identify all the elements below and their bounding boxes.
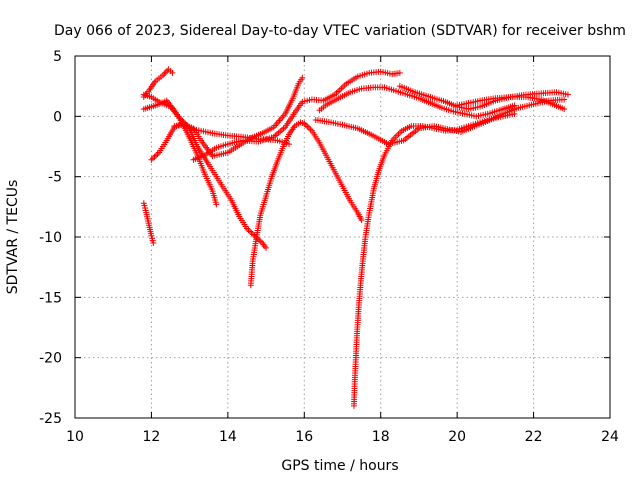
x-tick-label: 24 <box>601 429 619 445</box>
axis-ticks: 10 12 14 16 18 20 22 24 5 0 -5 -10 -15 -20 -25 <box>39 49 619 445</box>
data-point-marker <box>511 102 518 109</box>
series-track-d <box>140 91 270 251</box>
data-point-marker <box>263 244 270 251</box>
data-point-marker <box>148 156 155 163</box>
x-tick-label: 14 <box>219 429 237 445</box>
y-tick-label: -5 <box>48 170 62 186</box>
data-point-marker <box>561 96 568 103</box>
data-point-marker <box>153 152 160 159</box>
x-tick-label: 22 <box>525 429 543 445</box>
data-point-marker <box>154 150 161 157</box>
plot-frame <box>74 55 611 419</box>
y-tick-label: -10 <box>39 230 62 246</box>
data-point-marker <box>169 69 176 76</box>
data-point-marker <box>511 110 518 117</box>
data-point-marker <box>247 228 254 235</box>
y-tick-label: 0 <box>53 109 62 125</box>
data-point-marker <box>149 155 156 162</box>
y-tick-label: -20 <box>39 351 62 367</box>
series-track-n <box>454 94 568 113</box>
y-axis-label: SDTVAR / TECUs <box>5 180 21 295</box>
series-track-a <box>140 200 157 247</box>
data-point-marker <box>161 70 168 77</box>
data-point-marker <box>213 201 220 208</box>
data-point-marker <box>256 237 263 244</box>
x-tick-label: 18 <box>372 429 390 445</box>
data-point-marker <box>307 126 314 133</box>
x-tick-label: 20 <box>448 429 466 445</box>
series-track-k <box>312 96 568 148</box>
series-track-g <box>190 68 403 163</box>
data-point-marker <box>151 153 158 160</box>
series-track-h <box>247 119 308 289</box>
series-track-j <box>316 84 518 120</box>
data-point-marker <box>564 91 571 98</box>
series-track-e <box>148 120 292 163</box>
data-point-marker <box>162 69 169 76</box>
data-marks <box>140 66 571 409</box>
chart-title: Day 066 of 2023, Sidereal Day-to-day VTE… <box>54 23 626 39</box>
y-tick-label: -25 <box>39 411 62 427</box>
data-point-marker <box>299 74 306 81</box>
x-tick-label: 10 <box>66 429 84 445</box>
data-point-marker <box>305 124 312 131</box>
y-tick-label: -15 <box>39 290 62 306</box>
data-point-marker <box>304 123 311 130</box>
x-axis-label: GPS time / hours <box>281 458 398 474</box>
data-point-marker <box>248 229 255 236</box>
series-track-l <box>350 110 518 409</box>
grid-lines <box>75 56 610 418</box>
x-tick-label: 16 <box>295 429 313 445</box>
data-point-marker <box>245 227 252 234</box>
data-point-marker <box>561 106 568 113</box>
data-point-marker <box>358 217 365 224</box>
series-track-i <box>301 120 365 224</box>
data-point-marker <box>396 69 403 76</box>
y-tick-label: 5 <box>53 49 62 65</box>
x-tick-label: 12 <box>143 429 161 445</box>
data-point-marker <box>150 240 157 247</box>
series-track-f <box>171 74 306 160</box>
